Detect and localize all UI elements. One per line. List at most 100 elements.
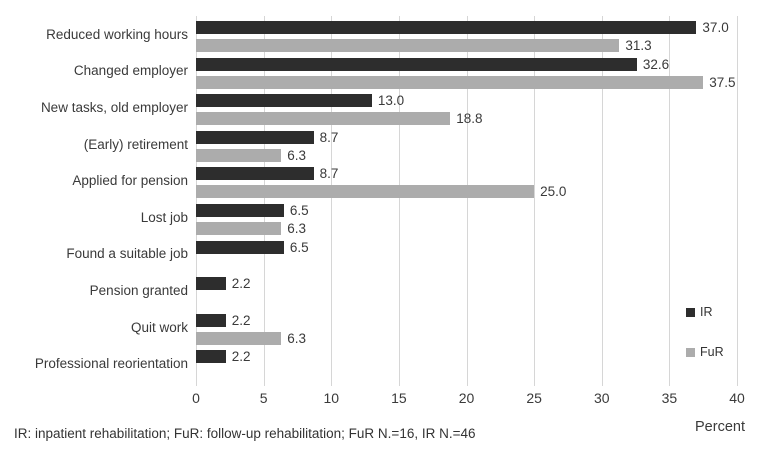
value-label: 31.3 (625, 38, 652, 53)
legend-label: IR (700, 305, 713, 319)
value-label: 18.8 (456, 111, 483, 127)
bar-group: 13.0 18.8 (196, 89, 737, 126)
bar-group: 2.2 (196, 272, 737, 309)
plot-area: 37.0 31.3 32.6 37.5 13.0 18.8 8.7 6.3 8.7 25.0 6.5… (196, 16, 738, 386)
legend-item-ir: IR (686, 305, 724, 319)
gridline (331, 16, 333, 386)
value-label: 2.2 (231, 349, 251, 365)
value-label: 37.0 (702, 20, 729, 35)
x-tick-label: 15 (391, 390, 407, 406)
bar-ir (196, 21, 697, 34)
legend: IR FuR (686, 305, 724, 359)
bar-group: 8.7 25.0 (196, 162, 737, 199)
bar-row-ir: 8.7 (196, 131, 737, 144)
bar-fur (196, 75, 704, 89)
category-label: Professional reorientation (34, 356, 188, 372)
bar-fur (196, 331, 282, 345)
bar-ir (196, 240, 284, 254)
bar-row-ir: 32.6 (196, 56, 737, 72)
bar-row-ir: 13.0 (196, 94, 737, 107)
category-label: New tasks, old employer (40, 99, 188, 115)
bar-fur (196, 112, 451, 126)
bar-ir (196, 94, 372, 108)
bar-row-fur (196, 259, 737, 272)
bar-row-fur: 25.0 (196, 184, 737, 200)
value-label: 25.0 (540, 184, 567, 200)
value-label: 6.5 (289, 239, 309, 255)
gridline (466, 16, 468, 386)
bar-group: 6.5 (196, 236, 737, 273)
category-label: Pension granted (89, 282, 188, 298)
bar-row-fur (196, 368, 737, 381)
x-tick-label: 30 (593, 390, 610, 406)
gridline (263, 16, 265, 386)
bar-ir (196, 313, 226, 327)
bar-row-ir: 2.2 (196, 349, 737, 365)
category-label: Quit work (130, 319, 188, 335)
category-label: Found a suitable job (66, 246, 188, 262)
bar-group: 2.2 (196, 345, 737, 382)
category-label: (Early) retirement (83, 136, 188, 152)
bar-row-ir: 8.7 (196, 166, 737, 182)
x-tick-label: 25 (526, 390, 542, 406)
bar-ir (196, 167, 314, 181)
category-label: Changed employer (73, 63, 188, 79)
legend-item-fur: FuR (686, 345, 724, 359)
bar-ir (196, 57, 637, 71)
x-tick-label: 10 (323, 390, 340, 406)
gridline (534, 16, 536, 386)
bar-row-fur: 6.3 (196, 222, 737, 235)
value-label: 6.3 (287, 147, 306, 163)
value-label: 8.7 (319, 129, 339, 145)
bar-group: 37.0 31.3 (196, 16, 737, 53)
gridline (196, 16, 197, 386)
bar-ir (196, 350, 226, 364)
gridline (601, 16, 603, 386)
category-label: Lost job (140, 209, 188, 225)
bar-row-ir: 6.5 (196, 239, 737, 255)
bar-row-ir: 37.0 (196, 21, 737, 34)
legend-swatch-icon (686, 347, 695, 357)
legend-label: FuR (700, 345, 724, 359)
x-tick-label: 40 (729, 390, 745, 406)
bar-fur (196, 222, 282, 235)
bar-row-fur (196, 295, 737, 308)
value-label: 6.3 (287, 221, 306, 236)
bar-row-fur: 6.3 (196, 332, 737, 345)
value-label: 32.6 (642, 56, 670, 72)
bar-row-fur: 37.5 (196, 74, 737, 90)
x-axis-label: Percent (695, 419, 745, 435)
bar-group: 6.5 6.3 (196, 199, 737, 236)
bar-group: 32.6 37.5 (196, 53, 737, 90)
bar-row-ir: 2.2 (196, 277, 737, 290)
value-label: 13.0 (377, 93, 405, 109)
bar-group: 8.7 6.3 (196, 126, 737, 163)
bar-group: 2.2 6.3 (196, 309, 737, 346)
x-tick-label: 0 (192, 390, 200, 406)
bar-fur (196, 148, 282, 162)
footnote: IR: inpatient rehabilitation; FuR: follo… (14, 426, 476, 441)
x-tick-label: 20 (458, 390, 475, 406)
bar-row-fur: 18.8 (196, 112, 737, 125)
bar-row-ir: 2.2 (196, 314, 737, 327)
value-label: 2.2 (231, 312, 251, 328)
gridline (737, 16, 738, 386)
value-label: 37.5 (709, 74, 736, 90)
value-label: 2.2 (231, 276, 251, 292)
bar-ir (196, 277, 226, 291)
category-label: Applied for pension (72, 173, 188, 189)
x-tick-label: 5 (259, 390, 268, 406)
bar-row-fur: 6.3 (196, 149, 737, 162)
bar-ir (196, 204, 284, 217)
gridline (398, 16, 400, 386)
bar-fur (196, 185, 535, 199)
bar-row-ir: 6.5 (196, 204, 737, 217)
legend-swatch-icon (686, 307, 695, 317)
bar-fur (196, 39, 620, 52)
bar-ir (196, 130, 314, 144)
value-label: 6.3 (287, 330, 306, 346)
category-label: Reduced working hours (46, 26, 188, 42)
value-label: 8.7 (319, 166, 339, 182)
x-tick-label: 35 (661, 390, 678, 406)
